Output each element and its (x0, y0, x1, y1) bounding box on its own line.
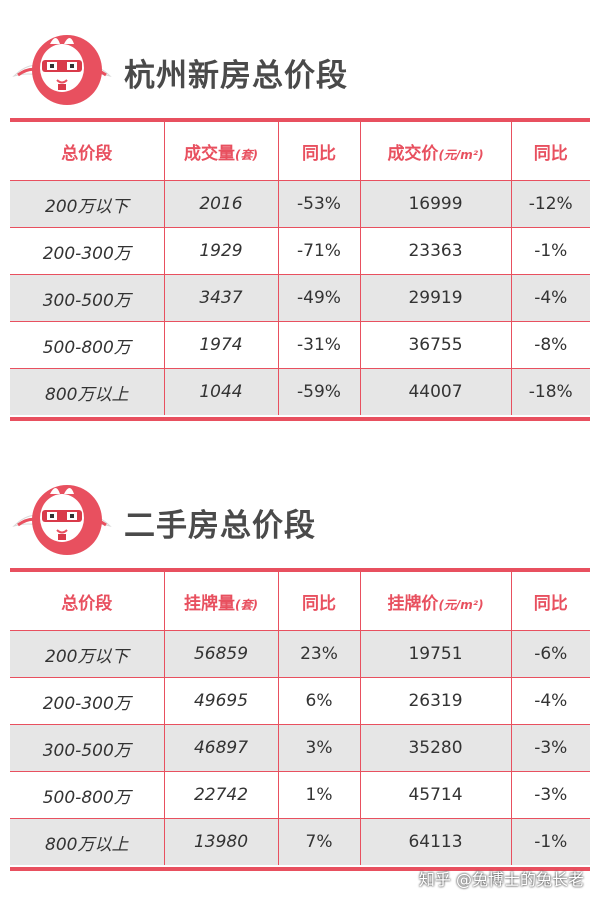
header-list-price: 挂牌价(元/m²) (360, 572, 512, 631)
header-price: 成交价(元/m²) (360, 122, 512, 181)
cell-price-range: 500-800万 (10, 771, 165, 819)
cell-price-yoy: -12% (511, 180, 590, 228)
header-price-label: 成交价 (387, 143, 439, 164)
cell-price-yoy: -3% (511, 724, 590, 772)
header-listings-unit: (套) (235, 597, 258, 612)
header-price-yoy: 同比 (511, 122, 590, 181)
cell-volume: 1044 (164, 368, 279, 415)
cell-price-yoy: -4% (511, 274, 590, 322)
cell-volume: 22742 (164, 771, 279, 819)
cell-volume: 49695 (164, 677, 279, 725)
table-bottom-rule (10, 867, 590, 871)
cell-price-yoy: -8% (511, 321, 590, 369)
header-list-price-label: 挂牌价 (387, 593, 439, 614)
price-range-table: 总价段 成交量(套) 同比 成交价(元/m²) 同比 200万以下 2016 -53… (10, 122, 590, 415)
cell-price: 16999 (360, 180, 512, 228)
header-listings-label: 挂牌量 (184, 593, 235, 614)
table-row: 200-300万 1929 -71% 23363 -1% (10, 227, 590, 275)
header-volume-label: 成交量 (184, 143, 235, 164)
cell-volume: 56859 (164, 630, 279, 678)
cell-price-range: 200-300万 (10, 227, 165, 275)
section-title: 杭州新房总价段 (124, 58, 348, 94)
cell-price-range: 200万以下 (10, 630, 165, 678)
header-volume-unit: (套) (235, 147, 258, 162)
cell-yoy: -71% (278, 227, 361, 275)
cell-price-yoy: -1% (511, 227, 590, 275)
cell-volume: 1929 (164, 227, 279, 275)
cell-price: 29919 (360, 274, 512, 322)
cell-price-range: 200万以下 (10, 180, 165, 228)
cell-price-yoy: -1% (511, 818, 590, 865)
cell-price: 23363 (360, 227, 512, 275)
cell-price-yoy: -6% (511, 630, 590, 678)
table-header-row: 总价段 挂牌量(套) 同比 挂牌价(元/m²) 同比 (10, 572, 590, 631)
price-range-table: 总价段 挂牌量(套) 同比 挂牌价(元/m²) 同比 200万以下 56859 23… (10, 572, 590, 865)
table-row: 200-300万 49695 6% 26319 -4% (10, 677, 590, 725)
cell-yoy: 7% (278, 818, 361, 865)
header-volume: 成交量(套) (164, 122, 279, 181)
cell-price: 19751 (360, 630, 512, 678)
cell-price: 45714 (360, 771, 512, 819)
new-house-section: 杭州新房总价段 总价段 成交量(套) 同比 成交价(元/m²) 同比 200万以… (0, 0, 600, 421)
cell-yoy: -31% (278, 321, 361, 369)
cell-price-range: 300-500万 (10, 274, 165, 322)
cell-yoy: 23% (278, 630, 361, 678)
table-row: 800万以上 1044 -59% 44007 -18% (10, 368, 590, 415)
cell-volume: 1974 (164, 321, 279, 369)
cell-price: 64113 (360, 818, 512, 865)
header-yoy: 同比 (278, 572, 361, 631)
cell-price-yoy: -3% (511, 771, 590, 819)
table-row: 200万以下 2016 -53% 16999 -12% (10, 180, 590, 228)
cell-price-yoy: -4% (511, 677, 590, 725)
table-top-rule (10, 568, 590, 572)
cell-yoy: -53% (278, 180, 361, 228)
header-listings: 挂牌量(套) (164, 572, 279, 631)
table-row: 200万以下 56859 23% 19751 -6% (10, 630, 590, 678)
cell-price-range: 800万以上 (10, 818, 165, 865)
cell-volume: 13980 (164, 818, 279, 865)
section-header: 二手房总价段 (0, 450, 600, 568)
cell-volume: 46897 (164, 724, 279, 772)
cell-yoy: 3% (278, 724, 361, 772)
cell-price-range: 300-500万 (10, 724, 165, 772)
header-price-unit: (元/m²) (438, 147, 484, 162)
table-row: 500-800万 1974 -31% 36755 -8% (10, 321, 590, 369)
header-price-range: 总价段 (10, 122, 165, 181)
header-list-price-unit: (元/m²) (438, 597, 484, 612)
cell-yoy: 1% (278, 771, 361, 819)
cell-price: 44007 (360, 368, 512, 415)
table-row: 300-500万 3437 -49% 29919 -4% (10, 274, 590, 322)
cell-yoy: -59% (278, 368, 361, 415)
header-price-yoy: 同比 (511, 572, 590, 631)
table-header-row: 总价段 成交量(套) 同比 成交价(元/m²) 同比 (10, 122, 590, 181)
cell-price-range: 800万以上 (10, 368, 165, 415)
cell-price-yoy: -18% (511, 368, 590, 415)
table-row: 300-500万 46897 3% 35280 -3% (10, 724, 590, 772)
cell-price-range: 200-300万 (10, 677, 165, 725)
section-header: 杭州新房总价段 (0, 0, 600, 118)
cell-volume: 3437 (164, 274, 279, 322)
cell-price: 35280 (360, 724, 512, 772)
table-row: 800万以上 13980 7% 64113 -1% (10, 818, 590, 865)
cell-yoy: -49% (278, 274, 361, 322)
cell-price-range: 500-800万 (10, 321, 165, 369)
rabbit-mascot-icon (12, 30, 112, 110)
cell-price: 36755 (360, 321, 512, 369)
header-price-range: 总价段 (10, 572, 165, 631)
table-bottom-rule (10, 417, 590, 421)
table-top-rule (10, 118, 590, 122)
table-row: 500-800万 22742 1% 45714 -3% (10, 771, 590, 819)
cell-volume: 2016 (164, 180, 279, 228)
rabbit-mascot-icon (12, 480, 112, 560)
cell-yoy: 6% (278, 677, 361, 725)
second-hand-section: 二手房总价段 总价段 挂牌量(套) 同比 挂牌价(元/m²) 同比 200万以下… (0, 450, 600, 871)
watermark: 知乎 @兔博士的兔长老 (418, 870, 584, 889)
section-title: 二手房总价段 (124, 508, 316, 544)
cell-price: 26319 (360, 677, 512, 725)
header-yoy: 同比 (278, 122, 361, 181)
